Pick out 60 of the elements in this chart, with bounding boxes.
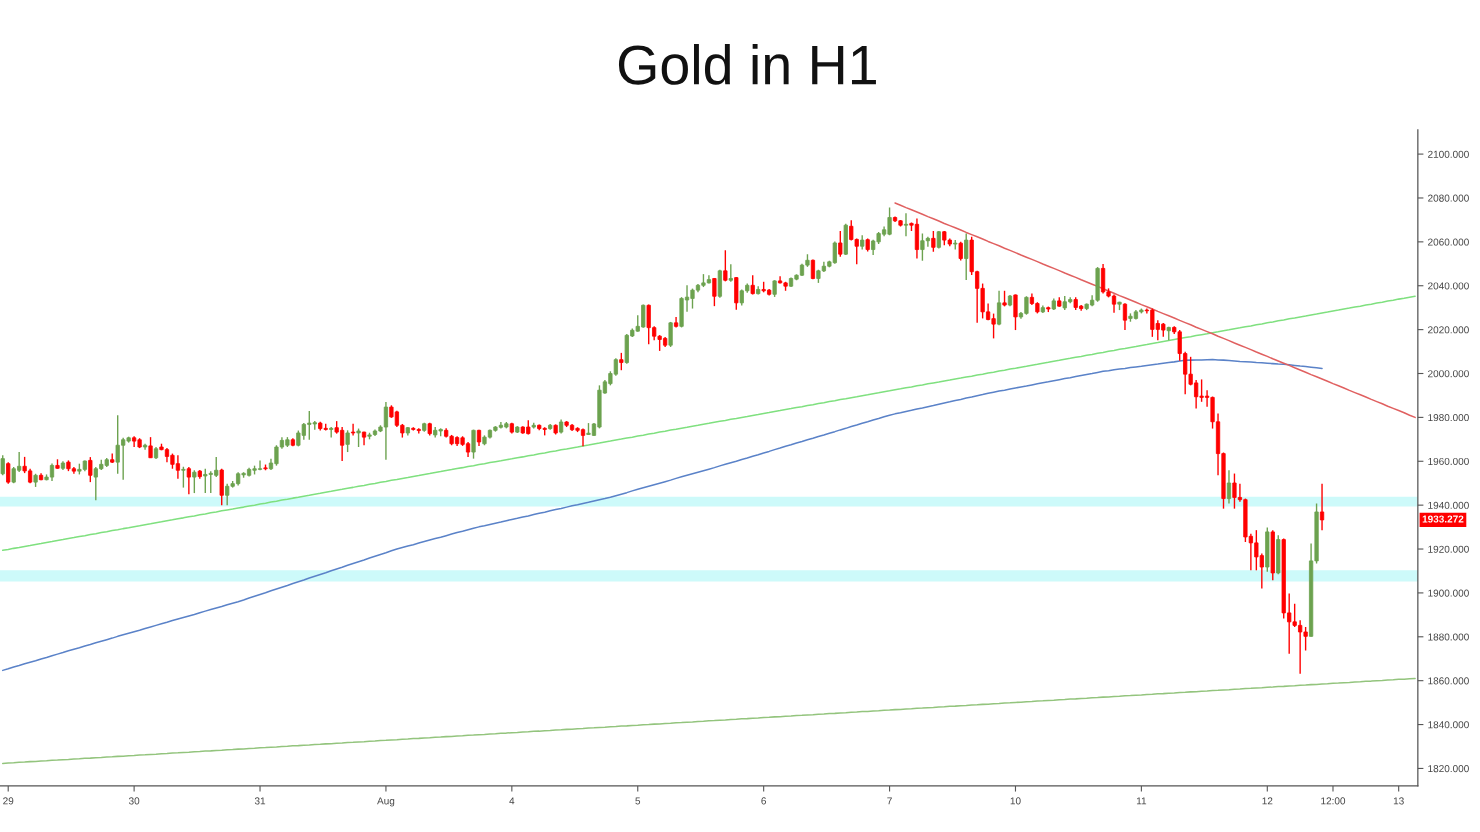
- y-tick-label: 1820.000: [1428, 765, 1469, 773]
- candlestick: [0, 454, 5, 477]
- candlestick: [88, 456, 93, 483]
- candlestick: [356, 427, 361, 448]
- x-tick-label: 12:00: [1321, 797, 1346, 805]
- chart-title: Gold in H1: [618, 43, 876, 85]
- y-tick-label: 2100.000: [1428, 150, 1469, 158]
- x-tick-label: 10: [1010, 797, 1021, 805]
- candlestick: [1013, 293, 1018, 331]
- x-tick-label: 31: [254, 797, 266, 805]
- y-tick-label: 1920.000: [1428, 545, 1469, 553]
- candlestick: [964, 232, 969, 281]
- x-tick-label: 4: [509, 797, 515, 805]
- candlestick: [712, 277, 717, 307]
- candlestick: [6, 461, 11, 485]
- candlestick: [931, 230, 936, 253]
- candlestick: [1122, 302, 1128, 331]
- line-series: [1, 677, 1416, 765]
- candlestick: [471, 428, 476, 460]
- x-tick-label: 5: [635, 797, 641, 805]
- candlestick: [958, 241, 963, 262]
- y-tick-label: 1840.000: [1428, 721, 1469, 729]
- x-tick-label: 7: [887, 797, 892, 805]
- x-tick-label: Aug: [377, 797, 395, 807]
- y-tick-label: 2080.000: [1428, 194, 1469, 202]
- y-tick-label: 1980.000: [1428, 414, 1469, 422]
- text: 1933.272: [1422, 515, 1464, 523]
- x-tick-label: 12: [1262, 797, 1273, 805]
- candlestick: [148, 436, 153, 459]
- candlestick: [728, 263, 733, 283]
- line-series: [894, 202, 1416, 419]
- candlestick: [1319, 482, 1325, 531]
- candlestick: [750, 274, 755, 296]
- candlestick: [186, 466, 191, 495]
- y-tick-label: 1960.000: [1428, 457, 1469, 465]
- candlestick: [329, 426, 334, 439]
- candlestick: [181, 466, 186, 489]
- candlestick: [192, 469, 197, 494]
- x-tick-label: 6: [761, 797, 766, 805]
- y-tick-label: 1900.000: [1428, 589, 1469, 597]
- candlestick: [903, 212, 909, 237]
- y-tick-label: 1880.000: [1428, 633, 1469, 641]
- x-tick-label: 11: [1136, 797, 1147, 805]
- y-tick-label: 1860.000: [1428, 677, 1469, 685]
- y-tick-label: 2060.000: [1428, 238, 1469, 246]
- candlestick: [350, 423, 356, 437]
- y-tick-label: 2000.000: [1428, 370, 1469, 378]
- line-series: [1, 295, 1416, 552]
- candlestick: [668, 321, 673, 348]
- candlestick: [996, 290, 1002, 326]
- candlestick: [838, 230, 843, 258]
- y-tick-label: 2040.000: [1428, 282, 1469, 290]
- x-tick-label: 29: [3, 797, 14, 805]
- x-tick-label: 30: [128, 797, 140, 805]
- candlestick: [1226, 469, 1232, 505]
- candlestick: [723, 249, 728, 283]
- x-tick-label: 13: [1393, 797, 1404, 805]
- y-tick-label: 1940.000: [1428, 501, 1469, 509]
- y-tick-label: 2020.000: [1428, 326, 1469, 334]
- candlestick: [345, 429, 350, 453]
